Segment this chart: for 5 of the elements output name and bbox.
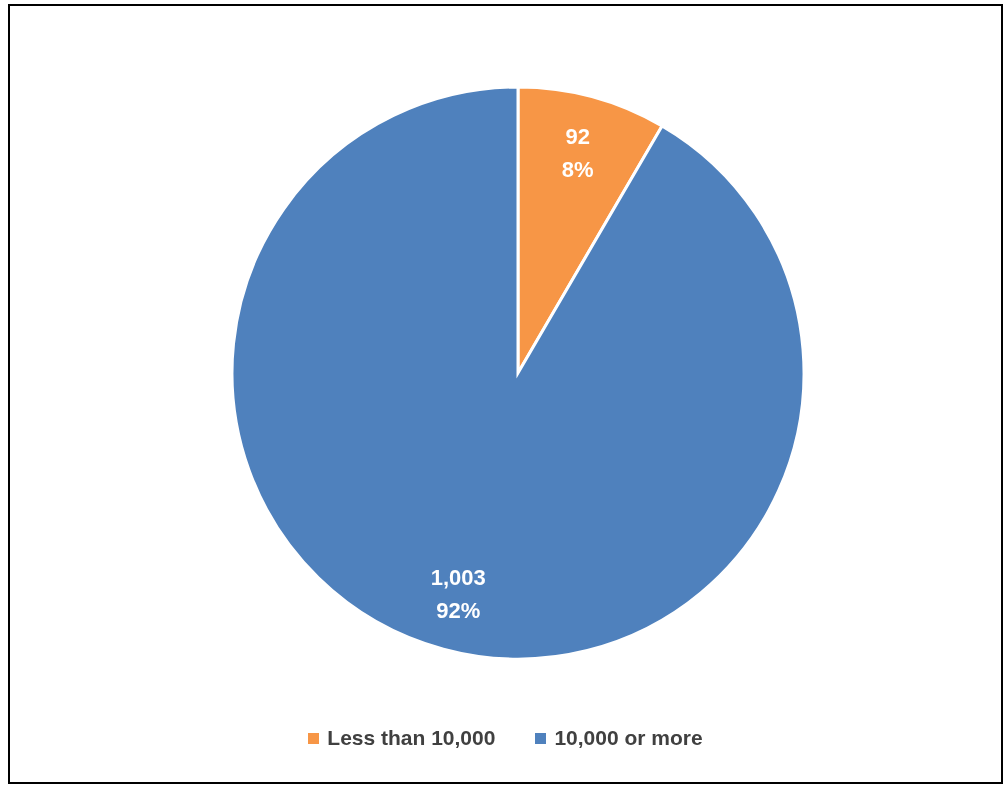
data-label: 1,003 92% <box>430 564 486 623</box>
pie-slice <box>230 85 806 661</box>
legend-label: Less than 10,000 <box>327 726 496 750</box>
data-label: 92 8% <box>561 123 594 182</box>
legend-label: 10,000 or more <box>554 726 703 750</box>
